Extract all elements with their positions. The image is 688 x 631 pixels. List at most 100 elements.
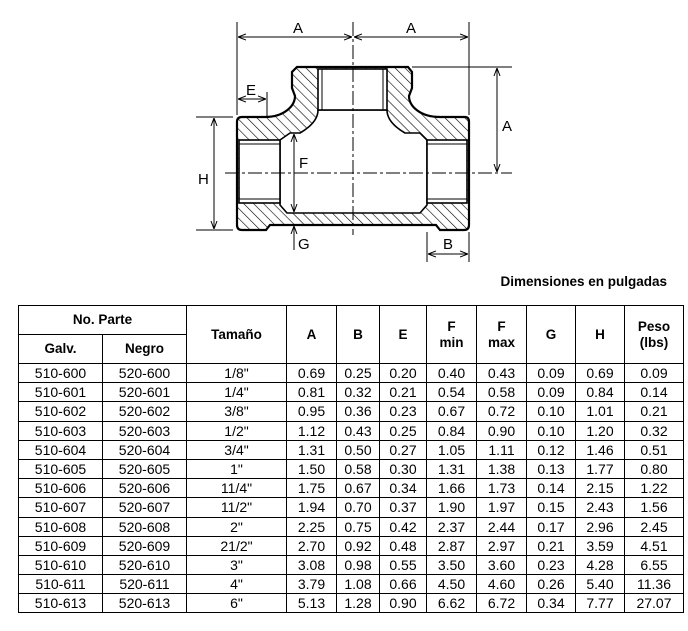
- header-e: E: [379, 305, 427, 364]
- cell-f-max: 1.11: [476, 439, 527, 460]
- cell-tamano: 1/8": [186, 362, 287, 384]
- cell-peso: 4.51: [624, 535, 684, 556]
- cell-g: 0.26: [526, 574, 576, 595]
- cell-g: 0.12: [526, 439, 576, 460]
- label-f: F: [299, 155, 308, 172]
- cell-peso: 2.45: [624, 516, 684, 537]
- label-e: E: [246, 82, 256, 99]
- cell-galv: 510-608: [18, 516, 103, 537]
- cell-f-max: 1.97: [476, 497, 527, 518]
- cell-galv: 510-603: [18, 420, 103, 441]
- cell-peso: 11.36: [624, 574, 684, 595]
- cell-b: 0.25: [336, 362, 380, 384]
- cell-f-max: 1.38: [476, 458, 527, 480]
- cell-g: 0.15: [526, 497, 576, 518]
- cell-h: 3.59: [575, 535, 625, 556]
- cell-tamano: 2": [186, 516, 287, 537]
- cell-g: 0.23: [526, 554, 576, 576]
- cell-negro: 520-607: [102, 497, 187, 518]
- cell-h: 7.77: [575, 593, 625, 614]
- cell-galv: 510-613: [18, 593, 103, 614]
- cell-negro: 520-611: [102, 574, 187, 595]
- header-h: H: [575, 305, 625, 364]
- cell-f-min: 1.05: [426, 439, 477, 460]
- cell-negro: 520-601: [102, 382, 187, 403]
- cell-e: 0.34: [379, 478, 427, 499]
- cell-f-min: 1.66: [426, 478, 477, 499]
- cell-b: 0.43: [336, 420, 380, 441]
- cell-e: 0.42: [379, 516, 427, 537]
- cell-g: 0.14: [526, 478, 576, 499]
- cell-f-min: 4.50: [426, 574, 477, 595]
- cell-e: 0.21: [379, 382, 427, 403]
- cell-e: 0.55: [379, 554, 427, 576]
- cell-f-max: 4.60: [476, 574, 527, 595]
- label-h: H: [198, 171, 209, 188]
- cell-a: 3.79: [286, 574, 337, 595]
- cell-f-max: 3.60: [476, 554, 527, 576]
- cell-tamano: 1": [186, 458, 287, 480]
- cell-negro: 520-610: [102, 554, 187, 576]
- cell-galv: 510-600: [18, 362, 103, 384]
- cell-tamano: 1/4": [186, 382, 287, 403]
- table-row: 510-609 520-609 21/2" 2.70 0.92 0.48 2.87 2.97 0…: [18, 535, 684, 556]
- cell-tamano: 4": [186, 574, 287, 595]
- cell-negro: 520-613: [102, 593, 187, 614]
- table-row: 510-604 520-604 3/4" 1.31 0.50 0.27 1.05 1.11 0.…: [18, 439, 684, 460]
- header-a: A: [286, 305, 337, 364]
- cell-a: 3.08: [286, 554, 337, 576]
- cell-galv: 510-611: [18, 574, 103, 595]
- cell-a: 0.81: [286, 382, 337, 403]
- cell-tamano: 6": [186, 593, 287, 614]
- header-negro: Negro: [102, 334, 187, 364]
- table-row: 510-608 520-608 2" 2.25 0.75 0.42 2.37 2.44 0.17…: [18, 516, 684, 537]
- cell-negro: 520-605: [102, 458, 187, 480]
- cell-b: 0.75: [336, 516, 380, 537]
- header-tamano: Tamaño: [186, 305, 287, 364]
- units-caption: Dimensiones en pulgadas: [500, 274, 667, 289]
- table-row: 510-602 520-602 3/8" 0.95 0.36 0.23 0.67 0.72 0.…: [18, 401, 684, 422]
- cell-f-max: 1.73: [476, 478, 527, 499]
- cell-peso: 6.55: [624, 554, 684, 576]
- cell-a: 0.95: [286, 401, 337, 422]
- header-part-no: No. Parte: [18, 305, 187, 335]
- label-a-right: A: [406, 20, 416, 37]
- table-row: 510-610 520-610 3" 3.08 0.98 0.55 3.50 3.60 0.23…: [18, 554, 684, 576]
- tee-fitting-drawing: A A A E F H G B: [196, 20, 512, 262]
- cell-negro: 520-608: [102, 516, 187, 537]
- cell-g: 0.10: [526, 420, 576, 441]
- cell-tamano: 3/4": [186, 439, 287, 460]
- cell-negro: 520-604: [102, 439, 187, 460]
- cell-h: 1.01: [575, 401, 625, 422]
- cell-a: 0.69: [286, 362, 337, 384]
- cell-b: 0.58: [336, 458, 380, 480]
- header-b: B: [336, 305, 380, 364]
- cell-f-min: 2.37: [426, 516, 477, 537]
- header-galv: Galv.: [18, 334, 103, 364]
- cell-b: 0.98: [336, 554, 380, 576]
- cell-h: 1.46: [575, 439, 625, 460]
- cell-galv: 510-602: [18, 401, 103, 422]
- cell-negro: 520-602: [102, 401, 187, 422]
- cell-h: 1.20: [575, 420, 625, 441]
- table-row: 510-613 520-613 6" 5.13 1.28 0.90 6.62 6.72 0.34…: [18, 593, 684, 614]
- cell-f-min: 1.31: [426, 458, 477, 480]
- cell-peso: 0.51: [624, 439, 684, 460]
- cell-h: 0.84: [575, 382, 625, 403]
- cell-peso: 0.09: [624, 362, 684, 384]
- cell-e: 0.27: [379, 439, 427, 460]
- cell-peso: 0.32: [624, 420, 684, 441]
- cell-a: 2.70: [286, 535, 337, 556]
- cell-b: 0.32: [336, 382, 380, 403]
- cell-galv: 510-610: [18, 554, 103, 576]
- cell-negro: 520-603: [102, 420, 187, 441]
- cell-g: 0.21: [526, 535, 576, 556]
- cell-b: 0.36: [336, 401, 380, 422]
- cell-a: 1.12: [286, 420, 337, 441]
- cell-g: 0.10: [526, 401, 576, 422]
- cell-tamano: 3/8": [186, 401, 287, 422]
- label-a-left: A: [293, 20, 303, 37]
